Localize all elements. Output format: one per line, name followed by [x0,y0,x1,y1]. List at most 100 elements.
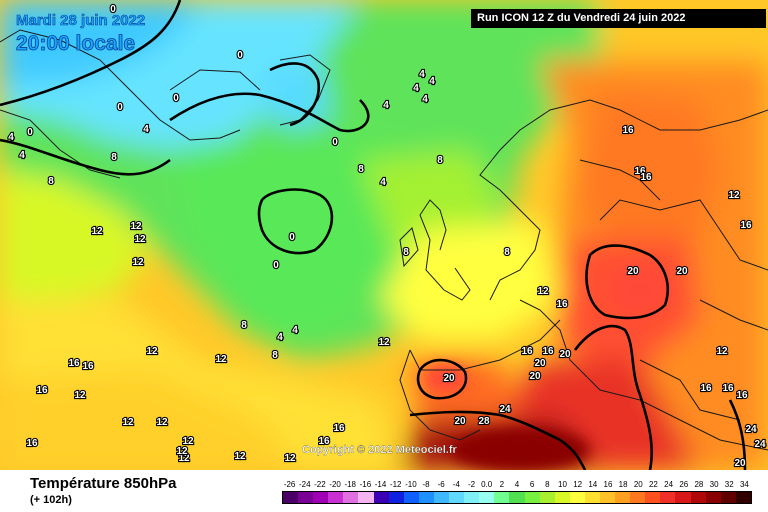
isotherm-label: 16 [333,423,345,434]
isotherm-label: 8 [48,176,54,187]
color-scale-swatch [373,492,389,503]
color-scale-tick: -26 [283,480,296,489]
isotherm-label: 4 [383,100,389,111]
color-scale-swatch [705,492,721,503]
isotherm-contours [0,0,747,470]
isotherm-label: 8 [403,247,409,258]
color-scale-swatch [433,492,450,503]
isotherm-label: 20 [734,458,746,469]
color-scale-swatch [464,492,480,503]
color-scale-swatch [690,492,706,503]
color-scale-tick: 28 [694,480,704,489]
isotherm-label: 12 [122,417,134,428]
isotherm-label: 12 [130,221,142,232]
isotherm-label: 16 [700,383,712,394]
isotherm-label: 4 [419,69,425,80]
isotherm-label: 16 [318,436,330,447]
isotherm-label: 0 [273,260,279,271]
color-scale-tick: -8 [422,480,430,489]
temperature-field [0,0,768,470]
isotherm-label: 8 [437,155,443,166]
color-scale-swatch [539,492,555,503]
color-scale-tick: -14 [374,480,387,489]
isotherm-label: 4 [380,177,386,188]
isotherm-label: 0 [289,232,295,243]
isotherm-label: 8 [272,350,278,361]
color-scale-tick: 12 [573,480,583,489]
color-scale-swatch [675,492,691,503]
color-scale-tick: -2 [467,480,476,489]
isotherm-label: 0 [117,102,123,113]
color-scale-swatch [343,492,359,503]
isotherm-label: 12 [134,234,146,245]
color-scale-swatch [313,492,329,503]
isotherm-label: 12 [178,453,190,464]
model-run-label: Run ICON 12 Z du Vendredi 24 juin 2022 [471,9,766,28]
isotherm-label: 0 [27,127,33,138]
isotherm-label: 20 [534,358,546,369]
forecast-date: Mardi 28 juin 2022 [16,12,146,30]
isotherm-label: 16 [82,361,94,372]
isotherm-label: 20 [443,373,455,384]
isotherm-label: 16 [68,358,80,369]
isotherm-label: 12 [728,190,740,201]
isotherm-label: 12 [378,337,390,348]
isotherm-label: 20 [559,349,571,360]
forecast-offset: (+ 102h) [30,494,72,506]
color-scale-swatch [615,492,631,503]
isotherm-label: 4 [422,94,428,105]
parameter-title: Température 850hPa [30,475,177,492]
isotherm-label: 20 [454,416,466,427]
copyright-notice: Copyright © 2022 Meteociel.fr [302,444,457,456]
color-scale-tick: 0.0 [481,480,493,489]
isotherm-label: 4 [292,325,298,336]
color-scale-tick: -12 [389,480,402,489]
color-scale-tick: 10 [558,480,567,489]
isotherm-label: 28 [478,416,490,427]
isotherm-label: 4 [143,124,149,135]
isotherm-label: 12 [156,417,168,428]
color-scale-swatch [584,492,600,503]
isotherm-label: 0 [332,137,338,148]
color-scale-swatch [388,492,404,503]
color-scale-tick: 6 [529,480,535,489]
isotherm-label: 12 [176,446,188,457]
color-scale-tick: 22 [648,480,658,489]
isotherm-label: 16 [556,299,568,310]
isotherm-label: 20 [529,371,541,382]
isotherm-label: 12 [716,346,728,357]
color-scale-swatch [449,492,465,503]
isotherm-label: 16 [521,346,533,357]
isotherm-label: 4 [19,150,25,161]
isotherm-label: 4 [429,76,435,87]
color-scale-tick: 24 [664,480,674,489]
color-scale-swatch [418,492,434,503]
color-scale-swatch [358,492,374,503]
color-scale-tick: 14 [588,480,598,489]
isotherm-label: 4 [8,132,14,143]
color-scale-tick: -10 [405,480,417,489]
isotherm-label: 12 [182,436,194,447]
color-scale-tick: 18 [618,480,628,489]
color-scale-swatch [283,492,299,503]
isotherm-label: 24 [754,439,766,450]
isotherm-label: 16 [26,438,38,449]
color-scale-swatch [298,492,314,503]
color-scale-tick: -4 [452,480,460,489]
isotherm-label: 0 [173,93,179,104]
color-scale-swatch [660,492,676,503]
isotherm-label: 12 [537,286,549,297]
color-scale-swatch [328,492,344,503]
isotherm-label: 20 [676,266,688,277]
isotherm-label: 16 [542,346,554,357]
isotherm-label: 12 [74,390,86,401]
color-scale-tick: 8 [545,480,550,489]
color-scale-swatch [524,492,540,503]
color-scale-swatch [509,492,525,503]
isotherm-label: 4 [413,83,419,94]
isotherm-label: 16 [36,385,48,396]
color-scale-swatch [720,492,736,503]
